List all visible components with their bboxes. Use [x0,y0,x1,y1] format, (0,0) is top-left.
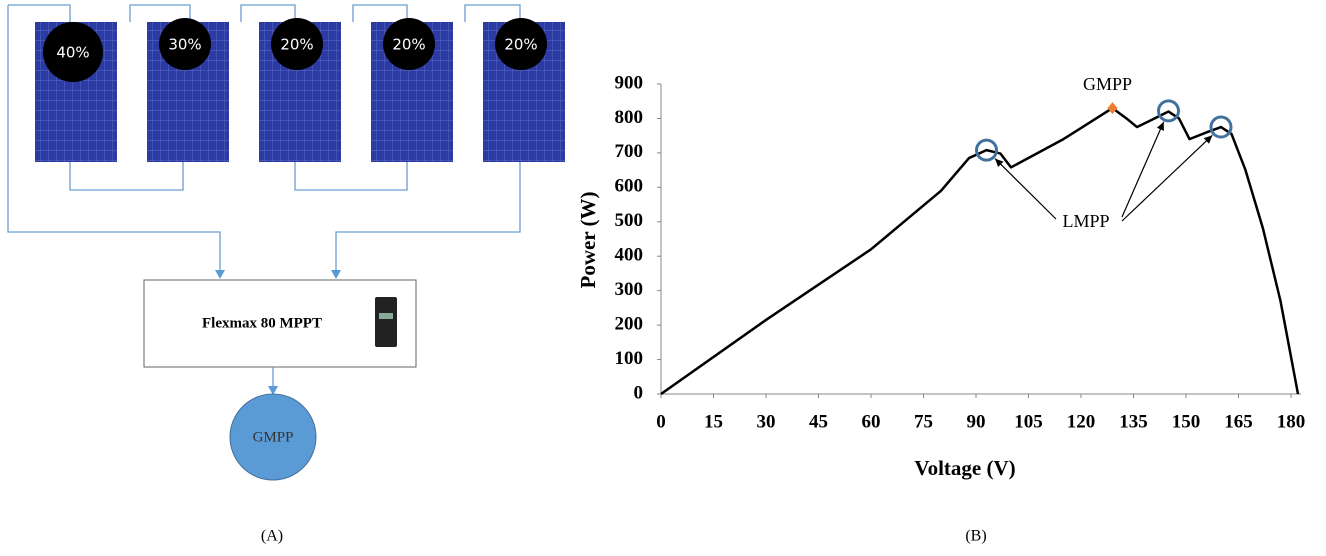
shading-disc [43,22,103,82]
wire [464,4,521,22]
diagram: Flexmax 80 MPPT GMPP (A) 40% 30% 20% 20% 20% [7,4,565,545]
shading-label: 30% [168,36,201,54]
caption: (B) [965,528,986,545]
y-tick-label: 100 [615,348,644,369]
x-tick-label: 105 [1014,411,1043,432]
y-axis-label: Power (W) [576,192,600,289]
x-tick-label: 165 [1224,411,1253,432]
shading-disc [383,18,435,70]
output-label: GMPP [253,429,294,445]
wire [8,4,71,22]
controller-box [143,279,417,368]
x-tick-label: 30 [757,411,776,432]
lmpp-arrow [1121,121,1165,218]
lmpp-arrow [1121,134,1213,222]
y-tick-label: 700 [615,141,644,162]
gmpp-marker [1107,102,1118,115]
shading-label: 40% [56,44,89,62]
y-tick-label: 300 [615,279,644,300]
x-tick-label: 75 [914,411,933,432]
pv-curve [660,106,1300,396]
x-tick-label: 45 [809,411,828,432]
x-tick-label: 120 [1067,411,1096,432]
shading-label: 20% [280,36,313,54]
x-tick-label: 180 [1277,411,1306,432]
controller-label: Flexmax 80 MPPT [202,315,322,331]
lmpp-arrow-head [1156,121,1164,131]
lmpp-arrow-head [1203,135,1213,144]
wire [7,5,221,272]
x-tick-label: 90 [967,411,986,432]
shading-label: 20% [504,36,537,54]
wire [294,162,408,191]
wire [352,4,408,22]
x-tick-label: 135 [1119,411,1148,432]
x-tick-label: 0 [656,411,666,432]
x-tick-label: 15 [704,411,723,432]
chart: (B) Voltage (V) Power (W) 01002003004005… [576,72,1305,544]
lmpp-arrow [994,158,1057,220]
wire [69,162,184,191]
shading-disc [159,18,211,70]
y-tick-label: 900 [615,72,644,93]
x-tick-label: 150 [1172,411,1201,432]
shading-disc [271,18,323,70]
lmpp-label: LMPP [1062,211,1109,231]
y-tick-label: 500 [615,210,644,231]
lmpp-arrow-head [995,158,1004,168]
y-tick-label: 0 [634,382,644,403]
lmpp-marker [1209,115,1233,139]
wire [335,162,521,272]
x-axis-label: Voltage (V) [914,456,1015,480]
caption: (A) [261,528,283,545]
lmpp-marker [975,138,998,162]
gmpp-label: GMPP [1083,74,1132,94]
wire [129,4,191,22]
controller-icon [379,313,393,319]
controller-icon [375,297,397,347]
wire [240,4,296,22]
x-tick-label: 60 [862,411,881,432]
y-tick-label: 400 [615,245,644,266]
shading-disc [495,18,547,70]
lmpp-marker [1157,99,1180,123]
y-tick-label: 600 [615,176,644,197]
shading-label: 20% [392,36,425,54]
y-tick-label: 800 [615,107,644,128]
output-node [229,393,317,481]
y-tick-label: 200 [615,313,644,334]
